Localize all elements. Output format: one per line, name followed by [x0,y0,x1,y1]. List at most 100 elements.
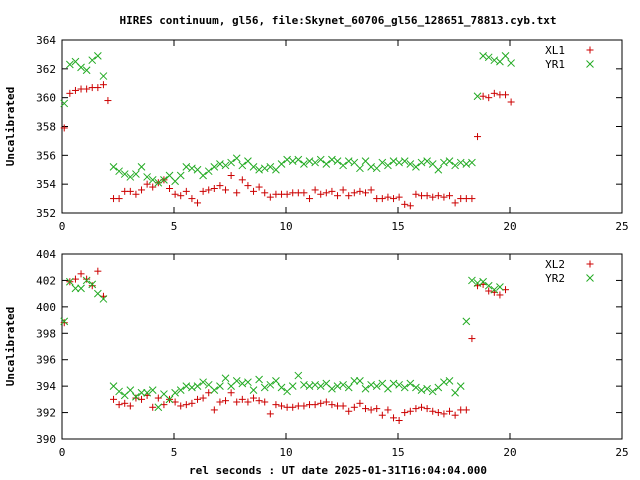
y-tick-label: 398 [36,327,56,340]
data-point [182,187,190,195]
data-point [272,401,280,409]
x-tick-label: 5 [171,446,178,459]
x-tick-label: 10 [279,446,292,459]
data-point [350,403,358,411]
data-point [479,277,487,286]
data-point [137,388,146,397]
legend-label: XL1 [545,44,565,57]
data-point [423,405,431,413]
data-point [238,161,247,170]
data-point [378,411,386,419]
data-point [395,380,403,389]
data-point [154,394,162,402]
legend-label: YR1 [545,58,565,71]
data-point [300,160,308,168]
data-point [468,276,476,285]
y-axis-label: Uncalibrated [4,87,17,166]
legend-label: XL2 [545,258,565,271]
data-point [490,89,498,97]
data-point [468,335,476,343]
data-point [171,388,179,397]
data-point [283,190,291,198]
data-point [143,173,151,181]
data-point [227,389,235,397]
data-point [60,99,69,108]
data-point [194,199,202,207]
y-tick-label: 394 [36,380,56,393]
data-point [266,410,274,418]
data-point [154,403,163,412]
data-point [216,160,224,168]
data-point [434,409,442,417]
data-point [451,411,459,419]
data-point [446,192,454,200]
data-point [456,158,465,167]
data-point [334,192,342,200]
data-point [339,402,347,410]
data-point [294,155,303,164]
data-point [233,398,241,406]
data-point [104,97,112,105]
x-tick-label: 10 [279,220,292,233]
data-point [322,189,330,197]
data-point [328,187,336,195]
data-point [194,395,202,403]
data-point [434,165,443,174]
data-point [255,397,263,405]
data-point [65,277,74,286]
data-point [188,399,196,407]
data-point [412,190,420,198]
data-point [384,161,392,170]
y-tick-label: 356 [36,149,56,162]
data-point [210,406,218,414]
data-point [412,383,420,392]
data-point [132,170,140,178]
data-point [222,397,230,405]
data-point [412,405,420,413]
data-point [99,81,107,89]
y-tick-label: 354 [36,178,56,191]
data-point [88,280,97,289]
data-point [272,377,280,385]
data-point [322,160,331,168]
data-point [260,164,269,173]
data-point [451,388,459,397]
data-point [389,157,398,165]
data-point [395,193,403,201]
y-tick-label: 404 [36,248,56,261]
data-point [434,192,442,200]
data-point [395,158,403,167]
x-tick-label: 0 [59,446,66,459]
x-tick-label: 20 [503,446,516,459]
data-point [474,133,482,141]
data-point [154,178,163,187]
data-point [244,398,252,406]
data-point [390,195,398,203]
data-point [109,163,118,171]
data-point [232,154,241,163]
top-panel: 0 5 10 15 20 25 352 354 356 358 360 362 364 Uncalibra… [4,34,629,233]
data-point [115,401,123,409]
data-point [400,157,409,165]
y-tick-label: 360 [36,92,56,105]
data-point [440,193,448,201]
data-point [120,170,129,178]
legend-marker [586,274,594,282]
y-tick-label: 364 [36,34,56,47]
data-point [60,319,68,327]
data-point [182,401,190,409]
y-axis-label: Uncalibrated [4,307,17,386]
data-point [177,402,185,410]
y-tick-label: 392 [36,407,56,420]
data-point [65,60,74,69]
y-tick-label: 400 [36,301,56,314]
data-point [261,398,269,406]
x-tick-label: 15 [391,446,404,459]
data-point [446,407,454,415]
data-point [440,410,448,418]
data-point [507,59,515,67]
data-point [93,52,102,60]
data-point [316,382,325,390]
series-yr2 [60,276,504,412]
series-xl1 [60,81,515,210]
